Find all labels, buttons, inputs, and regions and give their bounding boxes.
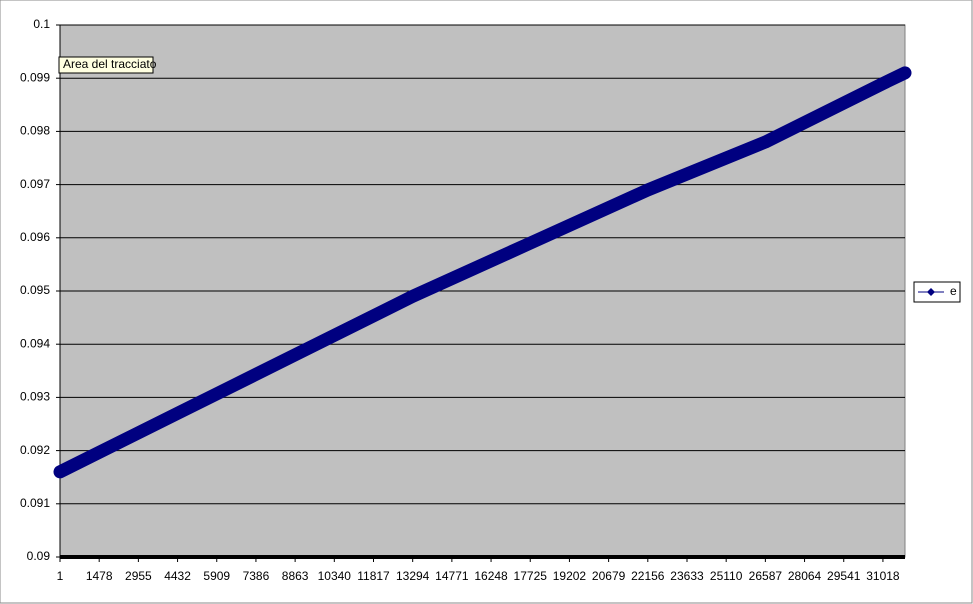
x-tick-label: 17725 <box>514 569 548 583</box>
x-tick-label: 26587 <box>749 569 783 583</box>
y-tick-label: 0.093 <box>20 390 50 404</box>
x-tick-label: 11817 <box>357 569 390 583</box>
y-tick-label: 0.092 <box>20 443 50 457</box>
x-tick-label: 29541 <box>827 569 861 583</box>
y-tick-label: 0.1 <box>33 17 50 31</box>
x-tick-label: 2955 <box>125 569 152 583</box>
x-tick-label: 13294 <box>396 569 430 583</box>
legend-marker <box>927 288 935 296</box>
x-tick-label: 16248 <box>474 569 508 583</box>
x-tick-label: 14771 <box>435 569 469 583</box>
x-tick-label: 1478 <box>86 569 113 583</box>
x-tick-label: 5909 <box>203 569 230 583</box>
x-tick-label: 8863 <box>282 569 309 583</box>
legend-label: e <box>950 284 957 298</box>
x-tick-label: 25110 <box>710 569 743 583</box>
y-tick-label: 0.099 <box>20 70 50 84</box>
x-tick-label: 28064 <box>788 569 822 583</box>
y-tick-label: 0.096 <box>20 230 50 244</box>
x-tick-label: 4432 <box>164 569 191 583</box>
x-tick-label: 7386 <box>243 569 270 583</box>
y-tick-label: 0.094 <box>20 336 50 350</box>
x-tick-label: 31018 <box>866 569 900 583</box>
y-tick-label: 0.09 <box>27 549 51 563</box>
y-tick-label: 0.098 <box>20 124 50 138</box>
x-tick-label: 22156 <box>631 569 665 583</box>
data-line <box>53 66 912 479</box>
tooltip-text: Area del tracciato <box>63 57 157 71</box>
x-tick-label: 23633 <box>670 569 704 583</box>
x-tick-label: 19202 <box>553 569 587 583</box>
y-tick-label: 0.091 <box>20 496 50 510</box>
x-tick-label: 20679 <box>592 569 626 583</box>
tooltip-box <box>58 56 154 74</box>
x-tick-label: 1 <box>57 569 64 583</box>
x-tick-label: 10340 <box>318 569 352 583</box>
y-tick-label: 0.097 <box>20 177 50 191</box>
y-tick-label: 0.095 <box>20 283 50 297</box>
